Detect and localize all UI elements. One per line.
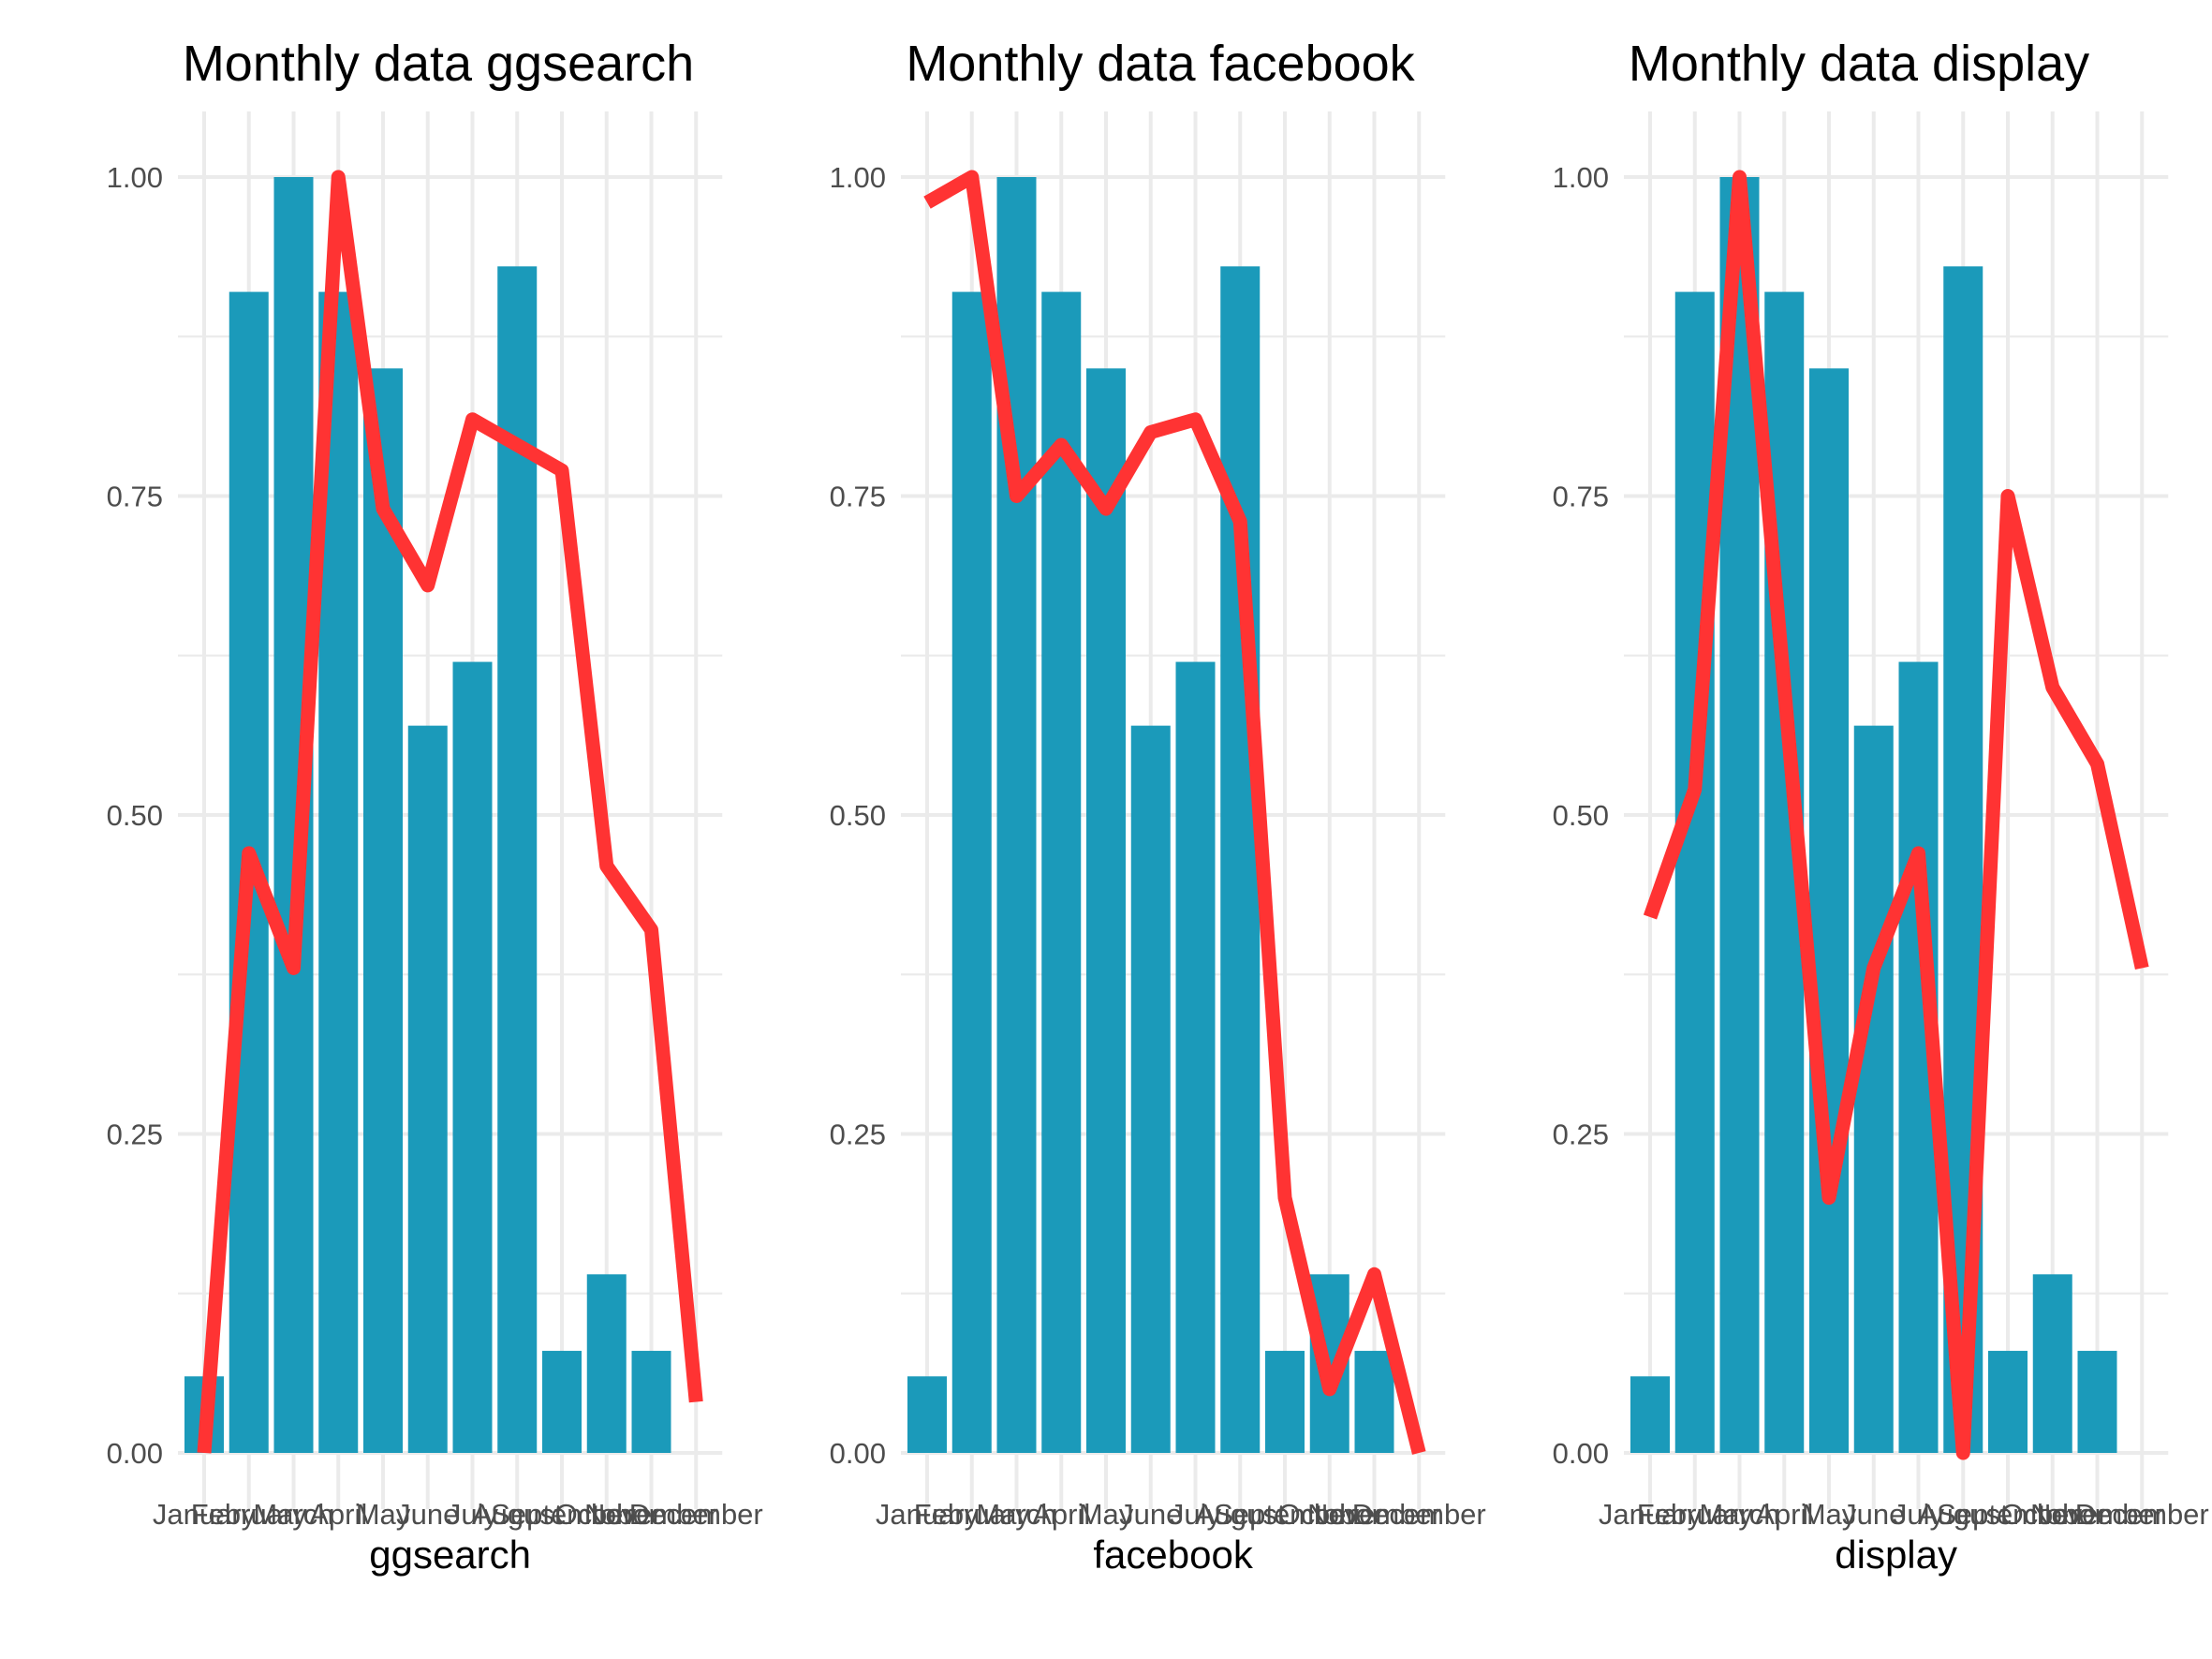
bar xyxy=(1086,368,1126,1453)
chart-panel-2: 0.00 0.25 0.50 0.75 1.00 JanuaryFebruaryMarch… xyxy=(830,36,1486,1577)
y-tick-label: 0.50 xyxy=(830,799,886,832)
x-tick-label: August xyxy=(1195,1498,1286,1531)
y-tick-label: 0.25 xyxy=(1553,1118,1609,1151)
x-tick-label: November xyxy=(584,1498,718,1531)
x-axis-label: display xyxy=(1835,1533,1957,1577)
x-tick-label: October xyxy=(555,1498,658,1531)
x-tick-label: November xyxy=(2030,1498,2164,1531)
bar xyxy=(951,291,992,1454)
bar xyxy=(1265,1351,1305,1453)
bar xyxy=(1220,266,1261,1454)
series-line xyxy=(197,170,703,1454)
x-tick-label: July xyxy=(1170,1498,1222,1531)
x-tick-label: March xyxy=(253,1498,333,1531)
bar xyxy=(1175,661,1216,1453)
bar xyxy=(907,1376,947,1453)
y-tick-label: 0.25 xyxy=(107,1118,163,1151)
x-tick-label: January xyxy=(153,1498,257,1531)
x-tick-label: October xyxy=(1278,1498,1381,1531)
x-tick-label: June xyxy=(1119,1498,1182,1531)
chart-title: Monthly data facebook xyxy=(906,36,1415,92)
x-tick-label: January xyxy=(1599,1498,1703,1531)
y-tick-label: 0.50 xyxy=(1553,799,1609,832)
x-tick-label: December xyxy=(629,1498,763,1531)
bar xyxy=(1041,291,1082,1454)
bar xyxy=(1853,725,1894,1453)
x-axis-label: ggsearch xyxy=(369,1533,531,1577)
x-tick-label: July xyxy=(1893,1498,1945,1531)
x-tick-label: April xyxy=(1032,1498,1090,1531)
x-tick-label: September xyxy=(1214,1498,1356,1531)
x-tick-label: July xyxy=(447,1498,499,1531)
x-tick-label: April xyxy=(1755,1498,1813,1531)
x-tick-label: February xyxy=(1637,1498,1754,1531)
bar xyxy=(542,1351,582,1453)
x-tick-label: February xyxy=(191,1498,308,1531)
chart-title: Monthly data ggsearch xyxy=(183,36,694,92)
bar xyxy=(631,1351,671,1453)
x-tick-label: December xyxy=(2075,1498,2209,1531)
x-tick-label: May xyxy=(1079,1498,1134,1531)
x-tick-label: June xyxy=(1842,1498,1905,1531)
y-tick-label: 0.00 xyxy=(830,1437,886,1470)
bar xyxy=(1354,1351,1394,1453)
series-line xyxy=(1643,170,2149,1460)
bar xyxy=(2077,1351,2117,1453)
x-tick-label: March xyxy=(1699,1498,1779,1531)
chart-panel-1: 0.00 0.25 0.50 0.75 1.00 JanuaryFebruaryMarch… xyxy=(107,36,763,1577)
bar xyxy=(363,368,403,1453)
y-tick-label: 1.00 xyxy=(830,161,886,194)
x-tick-label: January xyxy=(876,1498,980,1531)
x-tick-label: April xyxy=(309,1498,367,1531)
x-tick-label: September xyxy=(1937,1498,2079,1531)
y-tick-label: 0.75 xyxy=(830,481,886,513)
y-tick-label: 0.75 xyxy=(107,481,163,513)
x-tick-label: August xyxy=(472,1498,563,1531)
bar xyxy=(1809,368,1849,1453)
y-tick-label: 0.25 xyxy=(830,1118,886,1151)
x-tick-label: March xyxy=(976,1498,1056,1531)
x-axis-label: facebook xyxy=(1093,1533,1253,1577)
bar xyxy=(452,661,493,1453)
x-tick-label: August xyxy=(1918,1498,2009,1531)
x-tick-label: October xyxy=(2001,1498,2104,1531)
x-tick-label: May xyxy=(1802,1498,1857,1531)
y-tick-label: 1.00 xyxy=(1553,161,1609,194)
bar xyxy=(497,266,538,1454)
bar xyxy=(1630,1376,1670,1453)
y-tick-label: 0.00 xyxy=(107,1437,163,1470)
x-tick-label: February xyxy=(914,1498,1031,1531)
series-line xyxy=(923,170,1426,1455)
bar xyxy=(1674,291,1715,1454)
x-tick-label: November xyxy=(1307,1498,1441,1531)
bar xyxy=(2032,1274,2072,1453)
y-tick-label: 1.00 xyxy=(107,161,163,194)
y-tick-label: 0.75 xyxy=(1553,481,1609,513)
x-tick-label: June xyxy=(396,1498,459,1531)
y-tick-label: 0.50 xyxy=(107,799,163,832)
bar xyxy=(1130,725,1171,1453)
x-tick-label: December xyxy=(1352,1498,1486,1531)
x-tick-label: September xyxy=(491,1498,633,1531)
chart-panel-3: 0.00 0.25 0.50 0.75 1.00 JanuaryFebruaryMarch… xyxy=(1553,36,2209,1577)
y-tick-label: 0.00 xyxy=(1553,1437,1609,1470)
x-tick-label: May xyxy=(356,1498,411,1531)
bar xyxy=(586,1274,627,1453)
bar xyxy=(407,725,448,1453)
chart-title: Monthly data display xyxy=(1629,36,2089,92)
bar xyxy=(1988,1351,2028,1453)
